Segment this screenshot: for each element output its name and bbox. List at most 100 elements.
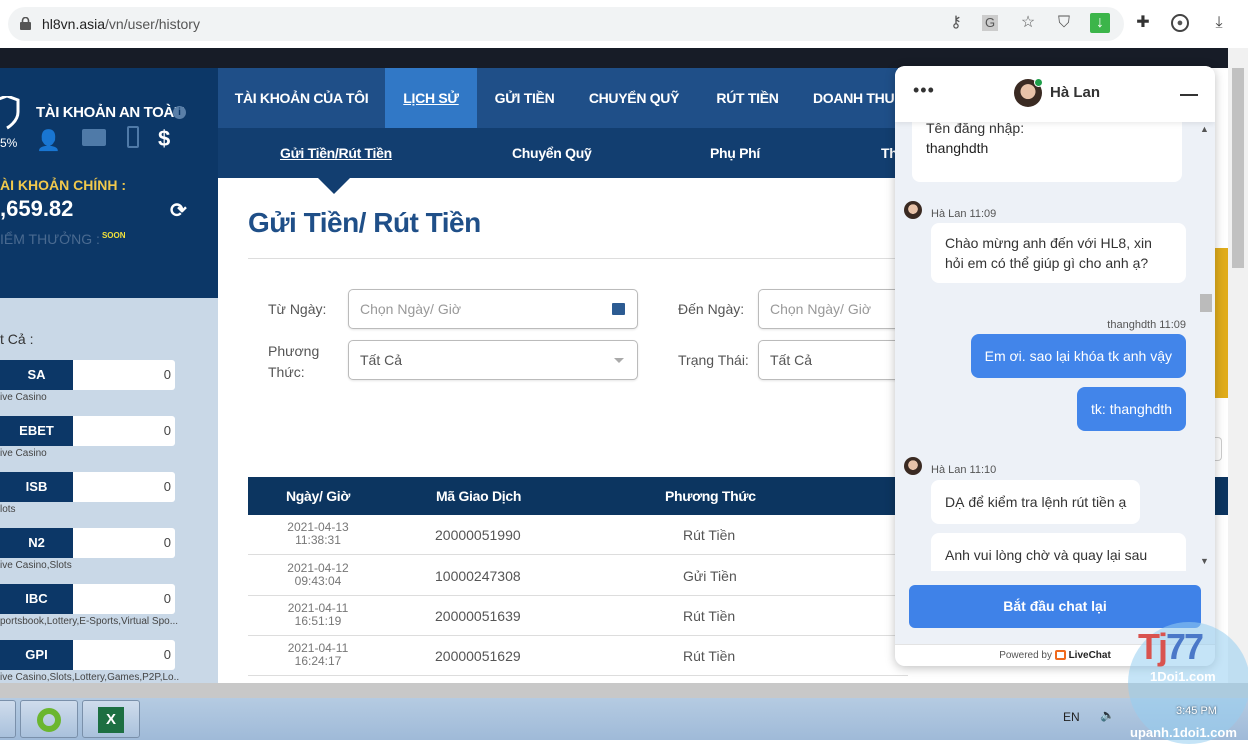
horizontal-scrollbar[interactable] xyxy=(0,683,1248,698)
wallet-name: IBC xyxy=(0,584,73,614)
method-select[interactable]: Tất Cả xyxy=(348,340,638,380)
dollar-icon[interactable]: $ xyxy=(158,126,171,151)
nav-my-account[interactable]: TÀI KHOẢN CỦA TÔI xyxy=(234,90,369,106)
translate-icon[interactable]: G xyxy=(982,15,998,31)
product-wallets-panel: t Cả : SA 0 ive Casino EBET 0 ive Casino ISB… xyxy=(0,298,218,683)
chat-scroll-up-icon[interactable]: ▲ xyxy=(1200,124,1209,134)
main-nav: TÀI KHOẢN CỦA TÔI LỊCH SỬ GỬI TIỀN CHUYỂ… xyxy=(218,68,898,128)
subnav-more[interactable]: Th xyxy=(881,145,898,161)
wallet-category: portsbook,Lottery,E-Sports,Virtual Spo..… xyxy=(0,616,179,627)
wallet-gpi[interactable]: GPI 0 ive Casino,Slots,Lottery,Games,P2P,L… xyxy=(0,640,180,683)
wallet-value: 0 xyxy=(73,528,175,558)
language-indicator[interactable]: EN xyxy=(1063,710,1080,724)
excel-icon: X xyxy=(98,707,124,733)
to-date-input[interactable]: Chọn Ngày/ Giờ xyxy=(758,289,918,329)
windows-taskbar: X xyxy=(0,698,1248,740)
active-subnav-pointer xyxy=(318,178,350,194)
wallet-name: N2 xyxy=(0,528,73,558)
info-icon[interactable]: i xyxy=(173,106,186,119)
nav-transfer[interactable]: CHUYỂN QUỸ xyxy=(588,90,680,106)
table-row[interactable]: 2021-04-12 09:43:04 10000247308 Gửi Tiền xyxy=(248,556,908,596)
star-icon[interactable]: ☆ xyxy=(1020,14,1036,31)
table-row[interactable]: 2021-04-11 16:24:17 20000051629 Rút Tiền xyxy=(248,636,908,676)
wallet-n2[interactable]: N2 0 ive Casino,Slots xyxy=(0,528,175,571)
table-row[interactable]: 2021-04-11 16:51:19 20000051639 Rút Tiền xyxy=(248,596,908,636)
col-date[interactable]: Ngày/ Giờ xyxy=(286,488,351,504)
wallet-name: EBET xyxy=(0,416,73,446)
message-meta: thanghdth 11:09 xyxy=(1107,319,1186,331)
taskbar-excel[interactable]: X xyxy=(82,700,140,738)
scrollbar-thumb[interactable] xyxy=(1232,68,1244,268)
url-text: hl8vn.asia/vn/user/history xyxy=(42,16,200,32)
security-percent: 5% xyxy=(0,136,18,150)
security-shield-icon xyxy=(0,96,20,130)
wallet-ebet[interactable]: EBET 0 ive Casino xyxy=(0,416,175,459)
email-icon[interactable] xyxy=(82,129,106,146)
status-select[interactable]: Tất Cả xyxy=(758,340,918,380)
puzzle-icon[interactable]: ✚ xyxy=(1136,14,1150,31)
wallet-name: ISB xyxy=(0,472,73,502)
address-bar[interactable]: hl8vn.asia/vn/user/history xyxy=(8,7,1124,41)
nav-deposit[interactable]: GỬI TIỀN xyxy=(494,90,555,106)
col-method[interactable]: Phương Thức xyxy=(665,488,756,504)
wallet-value: 0 xyxy=(73,640,175,670)
table-row[interactable]: 2021-04-13 11:38:31 20000051990 Rút Tiền xyxy=(248,515,908,555)
from-date-label: Từ Ngày: xyxy=(268,301,327,317)
chat-scrollbar-thumb[interactable] xyxy=(1200,294,1212,312)
taskbar-app[interactable] xyxy=(0,700,16,738)
agent-name: Hà Lan xyxy=(1050,84,1101,101)
from-date-input[interactable]: Chọn Ngày/ Giờ xyxy=(348,289,638,329)
method-label: Phương Thức: xyxy=(268,343,320,380)
watermark-sub2: upanh.1doi1.com xyxy=(1130,725,1237,740)
subnav-transfer[interactable]: Chuyển Quỹ xyxy=(512,145,592,161)
volume-icon[interactable]: 🔈 xyxy=(1100,708,1115,722)
livechat-widget: ••• Hà Lan Tên đăng nhập: thanghdth ▲ ▼ H… xyxy=(895,66,1215,666)
clock[interactable]: 3:45 PM xyxy=(1176,705,1217,717)
watermark-logo: Tj77 1Doi1.com upanh.1doi1.com xyxy=(1128,622,1248,744)
nav-turnover[interactable]: DOANH THU xyxy=(813,90,895,106)
site-header-strip xyxy=(0,48,1248,68)
chat-message: Anh vui lòng chờ và quay lại sau xyxy=(931,533,1186,571)
chat-scroll-down-icon[interactable]: ▼ xyxy=(1200,556,1209,566)
shield-icon[interactable]: ⛉ xyxy=(1057,14,1070,31)
wallet-category: lots xyxy=(0,504,16,515)
account-summary-panel: 5% TÀI KHOẢN AN TOÀN i 👤 $ ÀI KHOẢN CHÍN… xyxy=(0,68,218,298)
chat-header: ••• Hà Lan xyxy=(895,66,1215,122)
nav-withdraw[interactable]: RÚT TIỀN xyxy=(716,90,779,106)
message-meta: Hà Lan 11:09 xyxy=(931,208,997,220)
taskbar-coccoc-browser[interactable] xyxy=(20,700,78,738)
minimize-icon[interactable] xyxy=(1180,94,1198,96)
download-extension-icon[interactable]: ↓ xyxy=(1090,13,1110,33)
status-value: Tất Cả xyxy=(770,352,813,368)
livechat-logo-icon xyxy=(1054,650,1066,661)
sub-nav: Gửi Tiền/Rút Tiền Chuyển Quỹ Phụ Phí Th xyxy=(218,128,898,178)
method-value: Tất Cả xyxy=(360,352,403,368)
restart-chat-button[interactable]: Bắt đầu chat lại xyxy=(909,585,1201,628)
wallet-sa[interactable]: SA 0 ive Casino xyxy=(0,360,175,403)
page-title: Gửi Tiền/ Rút Tiền xyxy=(248,207,481,238)
wallet-category: ive Casino,Slots,Lottery,Games,P2P,Lo... xyxy=(0,672,180,683)
lock-icon xyxy=(20,17,31,30)
nav-history[interactable]: LỊCH SỬ xyxy=(385,68,477,128)
agent-avatar xyxy=(904,457,922,475)
profile-icon[interactable]: ● xyxy=(1171,14,1189,32)
download-icon[interactable]: ⤓ xyxy=(1215,14,1223,31)
divider xyxy=(248,258,908,259)
to-date-label: Đến Ngày: xyxy=(678,301,745,317)
phone-icon[interactable] xyxy=(127,126,139,148)
more-options-icon[interactable]: ••• xyxy=(913,80,935,100)
main-account-label: ÀI KHOẢN CHÍNH : xyxy=(0,177,126,193)
to-date-placeholder: Chọn Ngày/ Giờ xyxy=(770,301,872,317)
subnav-deposit-withdraw[interactable]: Gửi Tiền/Rút Tiền xyxy=(280,145,392,161)
user-edit-icon[interactable]: 👤 xyxy=(36,130,61,152)
message-meta: Hà Lan 11:10 xyxy=(931,464,997,476)
subnav-fee[interactable]: Phụ Phí xyxy=(710,145,761,161)
key-icon[interactable]: ⚷ xyxy=(950,14,962,31)
wallet-isb[interactable]: ISB 0 lots xyxy=(0,472,175,515)
chevron-down-icon xyxy=(614,358,624,363)
wallet-ibc[interactable]: IBC 0 portsbook,Lottery,E-Sports,Virtual S… xyxy=(0,584,178,627)
wallet-name: GPI xyxy=(0,640,73,670)
calendar-icon[interactable] xyxy=(612,303,625,315)
col-code[interactable]: Mã Giao Dịch xyxy=(436,488,522,504)
refresh-icon[interactable]: ⟳ xyxy=(170,200,187,222)
